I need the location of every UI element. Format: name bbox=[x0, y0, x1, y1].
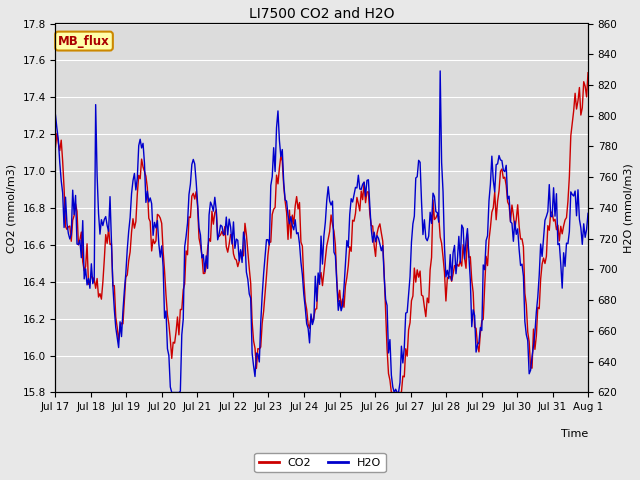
Line: CO2: CO2 bbox=[56, 73, 588, 393]
H2O bbox=[52, 112, 60, 118]
H2O bbox=[119, 308, 127, 314]
Legend: CO2, H2O: CO2, H2O bbox=[254, 453, 386, 472]
Text: MB_flux: MB_flux bbox=[58, 35, 110, 48]
H2O bbox=[436, 68, 444, 74]
Y-axis label: CO2 (mmol/m3): CO2 (mmol/m3) bbox=[7, 163, 17, 252]
CO2 bbox=[444, 275, 451, 281]
Line: H2O: H2O bbox=[56, 71, 588, 393]
H2O bbox=[575, 216, 583, 222]
H2O bbox=[232, 236, 240, 242]
CO2 bbox=[231, 256, 239, 262]
CO2 bbox=[388, 390, 396, 396]
Title: LI7500 CO2 and H2O: LI7500 CO2 and H2O bbox=[249, 7, 394, 21]
H2O bbox=[584, 210, 592, 216]
CO2 bbox=[574, 98, 582, 104]
CO2 bbox=[139, 164, 147, 170]
H2O bbox=[168, 390, 175, 396]
CO2 bbox=[584, 70, 592, 76]
H2O bbox=[445, 276, 452, 282]
H2O bbox=[139, 141, 147, 146]
CO2 bbox=[323, 243, 331, 249]
H2O bbox=[324, 184, 332, 190]
Y-axis label: H2O (mmol/m3): H2O (mmol/m3) bbox=[623, 163, 633, 253]
CO2 bbox=[52, 144, 60, 150]
X-axis label: Time: Time bbox=[561, 430, 588, 439]
CO2 bbox=[119, 321, 127, 327]
